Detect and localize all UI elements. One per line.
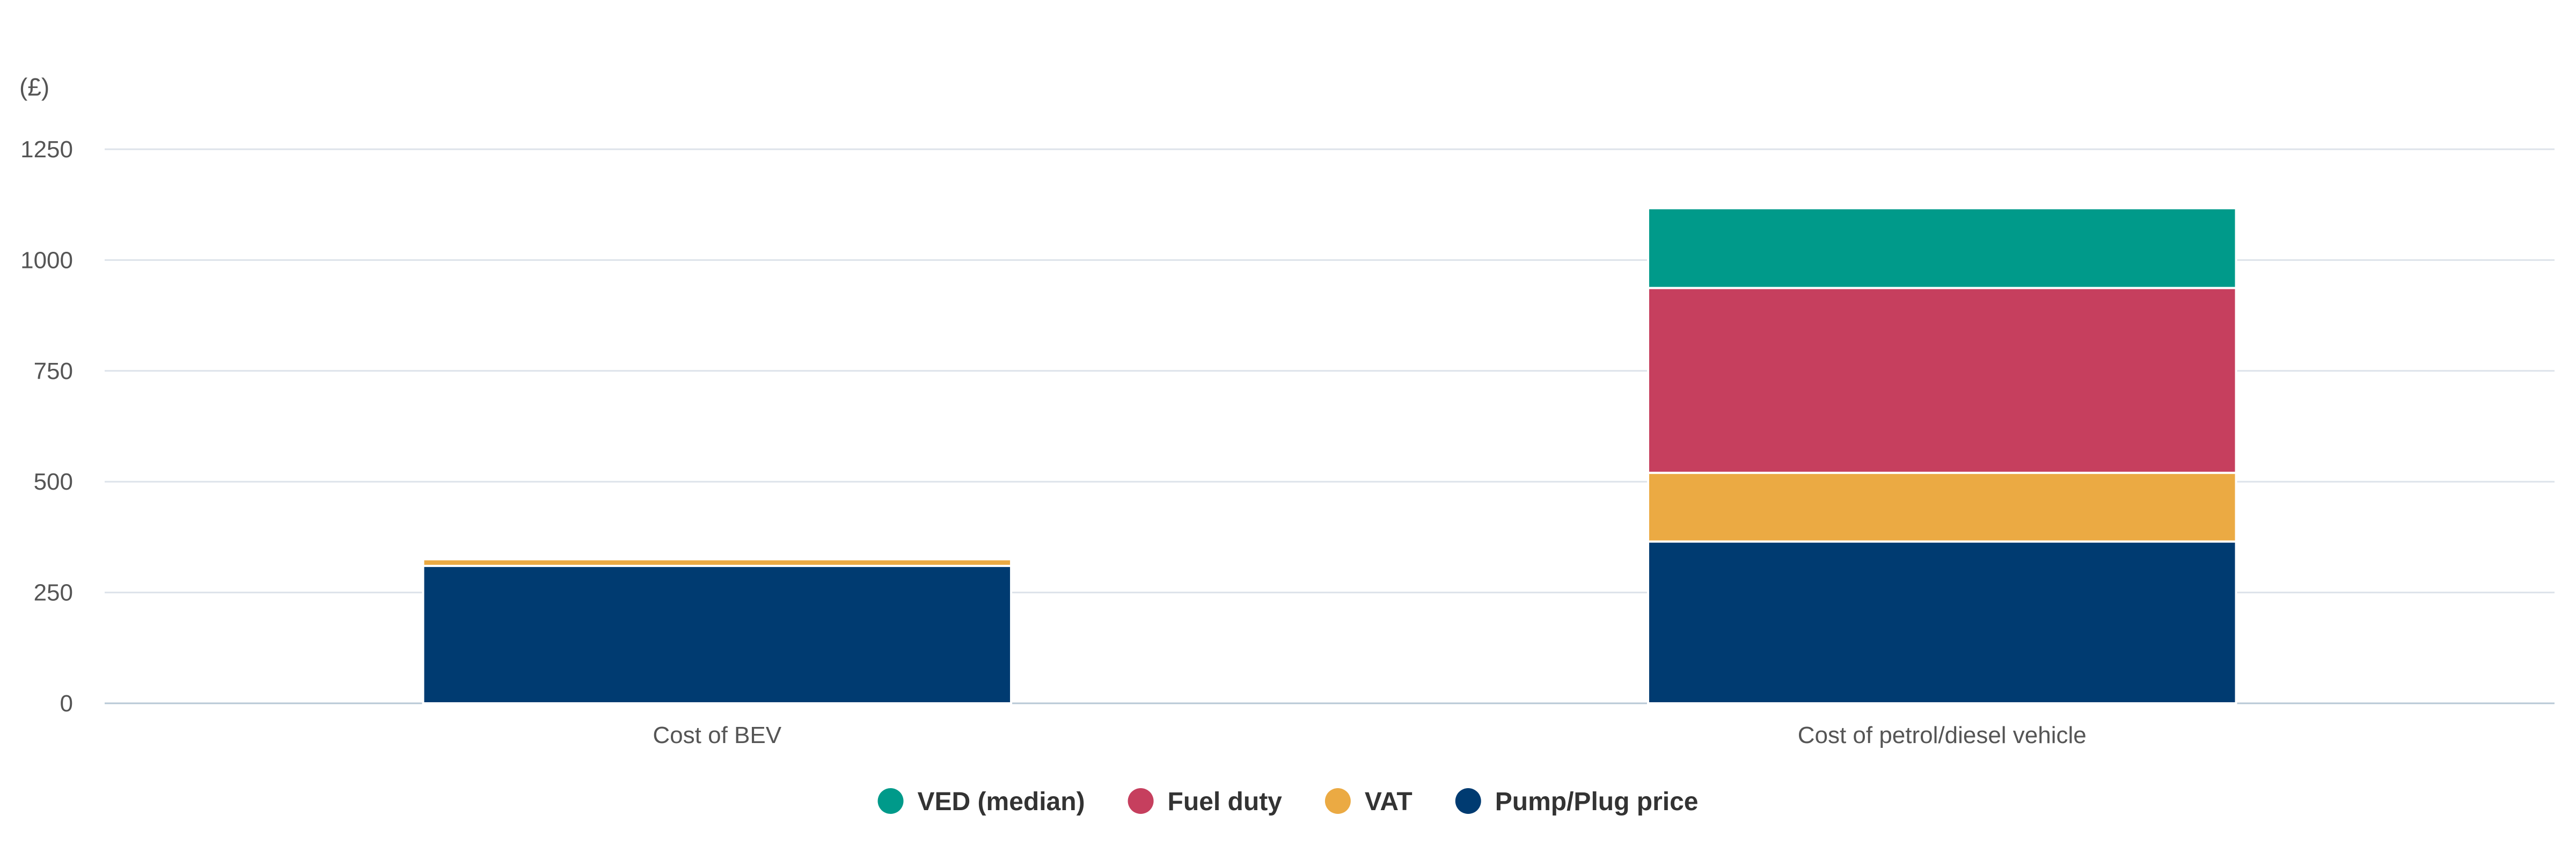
- bar-segment-ved-median-2: [1646, 207, 2237, 289]
- bars: [422, 207, 2237, 704]
- y-axis-unit-label: (£): [19, 73, 49, 101]
- bar-segment-fuel-duty-2: [1646, 287, 2237, 474]
- x-category-label: Cost of BEV: [653, 722, 781, 748]
- y-tick-label: 1250: [20, 136, 73, 163]
- legend-item[interactable]: Fuel duty: [1128, 788, 1283, 816]
- legend-marker: [1324, 788, 1351, 814]
- legend-label: VED (median): [918, 788, 1085, 816]
- y-axis-ticks: 0 250 500 750 1000 1250: [20, 136, 73, 717]
- y-tick-label: 750: [34, 358, 73, 384]
- bar-segment-vat-2: [1646, 471, 2237, 543]
- x-category-label: Cost of petrol/diesel vehicle: [1798, 722, 2087, 748]
- legend-label: Fuel duty: [1168, 788, 1283, 816]
- legend-marker: [1455, 788, 1481, 814]
- y-tick-label: 250: [34, 580, 73, 606]
- legend: VED (median) Fuel duty VAT Pump/Plug price: [877, 788, 1699, 816]
- legend-item[interactable]: Pump/Plug price: [1455, 788, 1699, 816]
- y-tick-label: 0: [60, 690, 73, 717]
- legend-marker: [877, 788, 904, 814]
- bar-segment-vat-1: [422, 558, 1013, 567]
- legend-item[interactable]: VED (median): [877, 788, 1085, 816]
- y-tick-label: 500: [34, 469, 73, 495]
- legend-label: Pump/Plug price: [1495, 788, 1699, 816]
- legend-item[interactable]: VAT: [1324, 788, 1413, 816]
- x-axis-labels: Cost of BEV Cost of petrol/diesel vehicle: [653, 722, 2086, 748]
- legend-label: VAT: [1365, 788, 1413, 816]
- legend-marker: [1128, 788, 1154, 814]
- bar-segment-pump-plug-price-2: [1646, 540, 2237, 704]
- y-tick-label: 1000: [20, 247, 73, 273]
- bar-segment-pump-plug-price-1: [422, 565, 1013, 704]
